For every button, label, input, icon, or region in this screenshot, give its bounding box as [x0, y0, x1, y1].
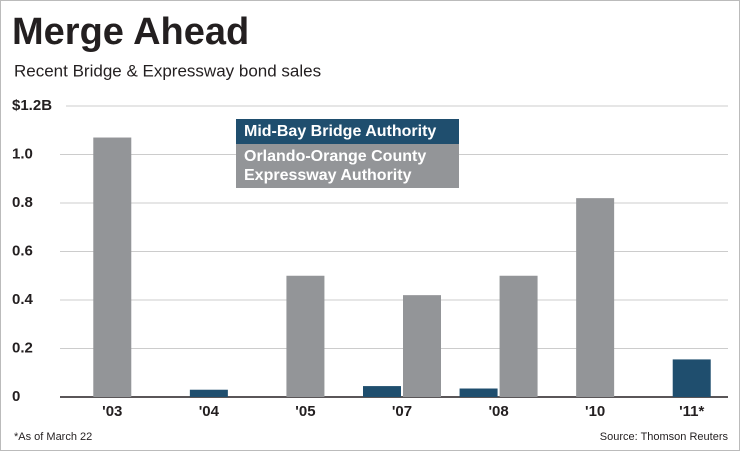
x-tick-label: '08 [488, 403, 508, 420]
y-tick-label: 1.0 [12, 145, 33, 162]
legend-entry: Orlando-Orange County Expressway Authori… [236, 144, 459, 188]
y-tick-label: 0.2 [12, 339, 33, 356]
x-tick-label: '05 [295, 403, 315, 420]
bar [189, 389, 228, 397]
y-tick-label: 0.6 [12, 242, 33, 259]
bar [459, 388, 498, 397]
source: Source: Thomson Reuters [600, 431, 729, 443]
x-tick-label: '11* [679, 403, 704, 420]
y-tick-label: $1.2B [12, 97, 52, 114]
bar [93, 137, 132, 397]
chart-title: Merge Ahead [12, 11, 249, 53]
chart-subtitle: Recent Bridge & Expressway bond sales [14, 61, 321, 80]
legend: Mid-Bay Bridge Authority Orlando-Orange C… [236, 119, 459, 188]
bar [499, 275, 538, 397]
y-tick-label: 0.8 [12, 194, 33, 211]
x-tick-label: '03 [102, 403, 122, 420]
x-tick-label: '10 [585, 403, 605, 420]
bar [403, 295, 441, 397]
note: *As of March 22 [14, 431, 92, 443]
x-tick-label: '07 [392, 403, 412, 420]
bar [576, 198, 615, 397]
bar [286, 275, 325, 397]
bar [363, 386, 401, 397]
y-tick-label: 0.4 [12, 291, 34, 308]
x-tick-label: '04 [199, 403, 220, 420]
legend-entry: Mid-Bay Bridge Authority [236, 119, 459, 144]
y-tick-label: 0 [12, 388, 20, 405]
bar [672, 359, 711, 397]
